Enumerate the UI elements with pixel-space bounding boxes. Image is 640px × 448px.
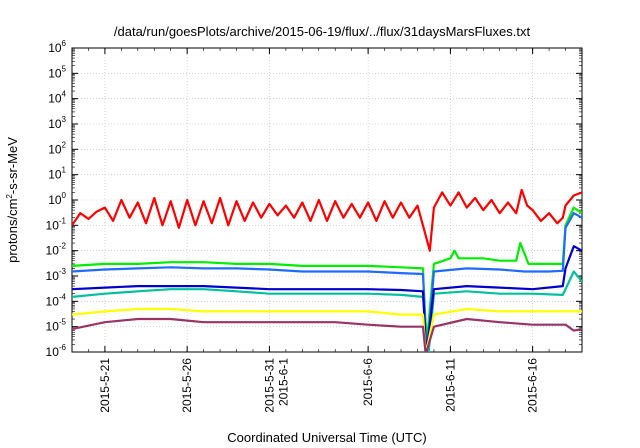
y-tick-label: 10-6: [46, 343, 67, 359]
y-tick-label: 103: [48, 115, 66, 131]
y-axis-label-units: -s-sr-MeV: [5, 137, 20, 194]
y-tick-label: 10-4: [46, 292, 67, 308]
y-tick-base: 10: [46, 345, 60, 359]
y-tick-base: 10: [48, 66, 62, 80]
y-tick-label: 102: [48, 140, 66, 156]
y-tick-base: 10: [46, 244, 60, 258]
chart-title: /data/run/goesPlots/archive/2015-06-19/f…: [114, 24, 531, 39]
y-tick-label: 106: [48, 39, 66, 55]
y-tick-exponent: 3: [62, 115, 67, 124]
series-line-6: [72, 307, 582, 352]
y-tick-exponent: -5: [59, 318, 67, 327]
y-axis-label: protons/cm2-s-sr-MeV: [5, 137, 20, 263]
series-line-4: [72, 270, 582, 352]
y-tick-base: 10: [48, 41, 62, 55]
series-group: [72, 188, 582, 352]
x-tick-label: 2015-5-31: [262, 358, 276, 413]
x-axis-label: Coordinated Universal Time (UTC): [227, 430, 426, 445]
x-tick-label: 2015-5-26: [180, 358, 194, 413]
y-tick-label: 10-3: [46, 267, 67, 283]
series-line-5: [72, 245, 582, 352]
y-tick-base: 10: [48, 193, 62, 207]
y-axis: 10-610-510-410-310-210-11001011021031041…: [46, 39, 582, 359]
y-tick-exponent: -4: [59, 292, 67, 301]
x-tick-label: 2015-6-6: [361, 358, 375, 406]
y-axis-label-superscript: 2: [5, 194, 14, 199]
y-tick-base: 10: [48, 168, 62, 182]
y-axis-label-main: protons/cm: [5, 199, 20, 263]
y-tick-exponent: 4: [62, 90, 67, 99]
y-tick-exponent: -2: [59, 242, 67, 251]
y-tick-exponent: 5: [62, 64, 67, 73]
series-line-7: [72, 317, 582, 352]
x-tick-label: 2015-6-11: [443, 358, 457, 412]
x-tick-label: 2015-5-21: [98, 358, 112, 413]
y-tick-label: 10-5: [46, 318, 67, 334]
x-axis: 2015-5-21 2015-5-26 2015-5-31 2015-6-1 2015-…: [71, 48, 583, 413]
y-tick-exponent: 2: [62, 140, 67, 149]
y-tick-label: 105: [48, 64, 66, 80]
x-tick-label: 2015-6-16: [526, 358, 540, 413]
y-tick-base: 10: [48, 142, 62, 156]
y-tick-label: 100: [48, 191, 66, 207]
y-tick-base: 10: [46, 269, 60, 283]
y-tick-base: 10: [46, 294, 60, 308]
y-tick-label: 101: [48, 166, 66, 182]
series-line-2: [72, 206, 582, 352]
series-line-3: [72, 212, 582, 352]
y-tick-exponent: -6: [59, 343, 67, 352]
y-tick-label: 104: [48, 90, 66, 106]
y-tick-base: 10: [46, 320, 60, 334]
y-tick-exponent: 0: [62, 191, 67, 200]
y-tick-exponent: 1: [62, 166, 67, 175]
y-tick-label: 10-2: [46, 242, 67, 258]
series-line-1: [72, 188, 582, 252]
y-tick-exponent: 6: [62, 39, 67, 48]
y-tick-exponent: -3: [59, 267, 67, 276]
x-tick-label: 2015-6-1: [276, 358, 290, 406]
y-tick-base: 10: [46, 218, 60, 232]
y-tick-base: 10: [48, 92, 62, 106]
y-tick-base: 10: [48, 117, 62, 131]
y-tick-exponent: -1: [59, 216, 67, 225]
grid: [72, 48, 582, 352]
y-tick-label: 10-1: [46, 216, 67, 232]
